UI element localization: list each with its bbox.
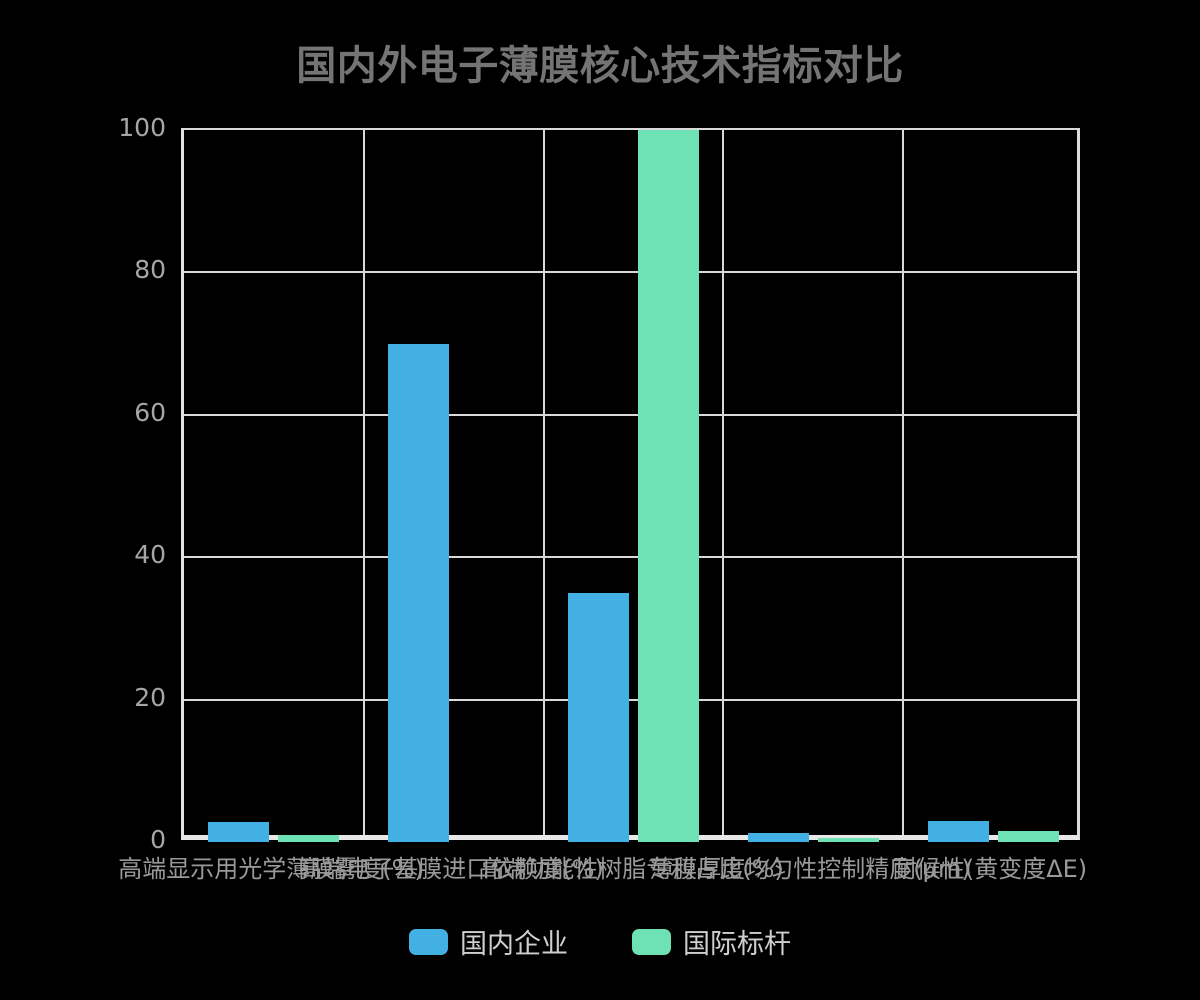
bar-domestic-4[interactable] (928, 821, 989, 842)
bar-international-0[interactable] (278, 835, 339, 842)
bar-domestic-1[interactable] (388, 344, 449, 842)
chart-title: 国内外电子薄膜核心技术指标对比 (296, 43, 904, 89)
x-axis-category-label-3: 薄膜厚度均匀性控制精度(μm) (649, 855, 971, 883)
bar-international-4[interactable] (998, 831, 1059, 842)
y-axis-tick-60: 60 (134, 398, 166, 427)
x-axis-category-label-0: 高端显示用光学薄膜雾度(%) (118, 855, 424, 883)
gridline-vertical-2 (543, 130, 545, 835)
y-axis-tick-80: 80 (134, 255, 166, 284)
gridline-vertical-1 (363, 130, 365, 835)
gridline-horizontal-40 (184, 556, 1077, 558)
plot-area (181, 128, 1080, 842)
bar-domestic-0[interactable] (208, 822, 269, 842)
y-axis-tick-40: 40 (134, 540, 166, 569)
legend-swatch-domestic (409, 928, 448, 955)
gridline-horizontal-80 (184, 271, 1077, 273)
bar-international-2[interactable] (638, 130, 699, 842)
x-axis-category-label-4: 耐候性(黄变度ΔE) (892, 855, 1088, 883)
legend-swatch-international (632, 928, 671, 955)
gridline-horizontal-60 (184, 414, 1077, 416)
legend-label-domestic: 国内企业 (460, 929, 568, 960)
legend-label-international: 国际标杆 (683, 929, 791, 960)
x-axis-category-label-2: 高端功能性树脂专利占比(%) (478, 855, 784, 883)
y-axis-tick-0: 0 (150, 825, 166, 854)
y-axis-tick-100: 100 (118, 113, 166, 142)
bar-international-3[interactable] (818, 838, 879, 842)
y-axis-tick-20: 20 (134, 683, 166, 712)
bar-domestic-3[interactable] (748, 833, 809, 842)
legend-item-domestic[interactable]: 国内企业 (409, 922, 568, 961)
bar-domestic-2[interactable] (568, 593, 629, 842)
gridline-vertical-4 (902, 130, 904, 835)
gridline-horizontal-20 (184, 699, 1077, 701)
legend: 国内企业 国际标杆 (0, 922, 1200, 961)
x-axis-category-label-1: 高端电子基膜进口依赖度(%) (298, 855, 604, 883)
legend-item-international[interactable]: 国际标杆 (632, 922, 791, 961)
gridline-vertical-3 (722, 130, 724, 835)
